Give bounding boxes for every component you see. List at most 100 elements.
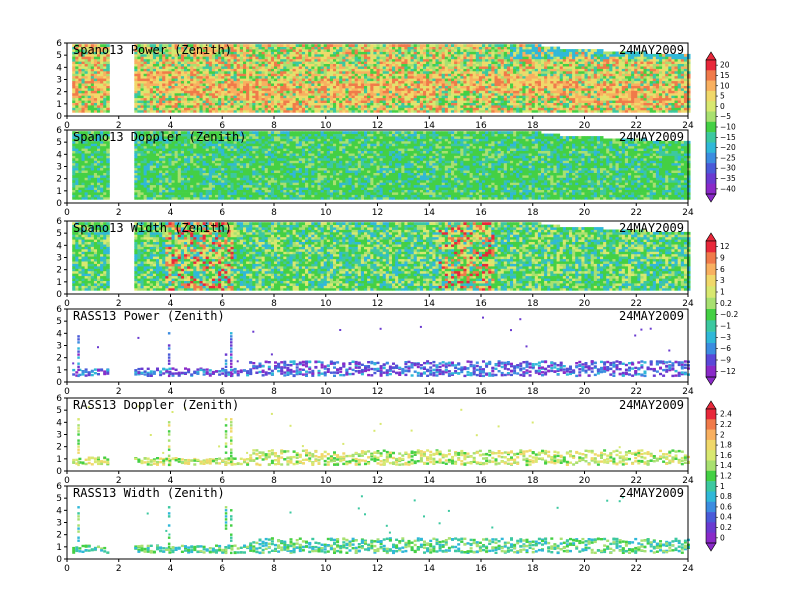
x-tick-label: 20	[579, 208, 591, 218]
heatmap-cells	[72, 222, 691, 291]
x-tick-label: 18	[527, 208, 539, 218]
panel-date: 24MAY2009	[619, 130, 684, 144]
colorbar-segment	[706, 512, 716, 523]
y-tick-label: 0	[56, 199, 62, 209]
colorbar-label: −0.2	[720, 310, 738, 319]
x-tick-label: 18	[527, 476, 539, 486]
colorbar-label: 1.2	[720, 472, 732, 481]
colorbar-label: −30	[720, 164, 736, 173]
colorbar-label: 0.6	[720, 502, 732, 511]
x-tick-label: 8	[271, 564, 277, 574]
colorbar-label: 0	[720, 102, 725, 111]
x-tick-label: 14	[424, 387, 436, 397]
colorbar-segment	[706, 343, 716, 355]
x-tick-label: 8	[271, 387, 277, 397]
x-tick-label: 0	[64, 299, 70, 309]
x-tick-label: 12	[372, 208, 383, 218]
x-tick-label: 10	[320, 476, 332, 486]
y-tick-label: 1	[56, 455, 62, 465]
y-tick-label: 3	[56, 431, 62, 441]
colorbar-label: 6	[720, 265, 725, 274]
x-tick-label: 12	[372, 121, 383, 131]
x-tick-label: 18	[527, 564, 539, 574]
colorbar-top-arrow	[705, 400, 717, 410]
colorbar-bottom-arrow	[705, 542, 717, 552]
colorbar-label: −12	[720, 367, 736, 376]
panel-date: 24MAY2009	[619, 221, 684, 235]
x-tick-label: 16	[475, 121, 487, 131]
y-tick-label: 4	[56, 63, 62, 73]
y-tick-label: 0	[56, 378, 62, 388]
colorbar-segment	[706, 501, 716, 513]
colorbar-label: 20	[720, 61, 730, 70]
panel-title: Spano13 Power (Zenith)	[73, 43, 232, 57]
y-tick-label: 1	[56, 366, 62, 376]
x-tick-label: 20	[579, 387, 591, 397]
colorbar-label: 1	[720, 482, 725, 491]
colorbar-segment	[706, 532, 716, 544]
x-tick-label: 4	[168, 208, 174, 218]
x-tick-label: 8	[271, 299, 277, 309]
x-tick-label: 0	[64, 387, 70, 397]
x-tick-label: 12	[372, 476, 383, 486]
x-tick-label: 0	[64, 476, 70, 486]
x-tick-label: 22	[631, 387, 642, 397]
colorbar-segment	[706, 152, 716, 164]
y-tick-label: 0	[56, 112, 62, 122]
colorbar-segment	[706, 419, 716, 430]
colorbar-segment	[706, 331, 716, 344]
colorbar-bottom-arrow	[705, 193, 717, 203]
colorbar-label: 0.2	[720, 523, 732, 532]
x-tick-label: 22	[631, 208, 642, 218]
x-tick-label: 8	[271, 121, 277, 131]
colorbar-segment	[706, 60, 716, 71]
colorbar-label: 5	[720, 92, 725, 101]
colorbar-label: 2.2	[720, 420, 732, 429]
colorbar-label: −5	[720, 112, 731, 121]
x-tick-label: 16	[475, 387, 487, 397]
colorbar-label: −15	[720, 133, 736, 142]
colorbar-segment	[706, 354, 716, 366]
x-tick-label: 24	[682, 299, 694, 309]
colorbar-label: 2	[720, 430, 725, 439]
colorbar-segment	[706, 522, 716, 533]
colorbar-label: −35	[720, 174, 736, 183]
y-tick-label: 6	[56, 482, 62, 492]
y-tick-label: 6	[56, 126, 62, 136]
x-tick-label: 20	[579, 121, 591, 131]
x-tick-label: 24	[682, 476, 694, 486]
x-tick-label: 2	[116, 387, 122, 397]
heatmap-cells	[72, 495, 690, 555]
colorbar-label: −6	[720, 344, 731, 353]
x-tick-label: 2	[116, 208, 122, 218]
y-tick-label: 6	[56, 39, 62, 49]
panel-date: 24MAY2009	[619, 309, 684, 323]
x-tick-label: 2	[116, 121, 122, 131]
colorbar-label: 15	[720, 71, 730, 80]
x-tick-label: 8	[271, 476, 277, 486]
x-tick-label: 12	[372, 564, 383, 574]
y-tick-label: 6	[56, 217, 62, 227]
colorbar-label: −25	[720, 153, 736, 162]
y-tick-label: 6	[56, 305, 62, 315]
x-tick-label: 24	[682, 387, 694, 397]
colorbar-label: 1.8	[720, 441, 732, 450]
colorbar-label: 12	[720, 242, 730, 251]
y-tick-label: 3	[56, 519, 62, 529]
colorbar-segment	[706, 320, 716, 332]
colorbar-segment	[706, 80, 716, 92]
x-tick-label: 6	[219, 121, 225, 131]
colorbar-label: −3	[720, 333, 731, 342]
x-tick-label: 2	[116, 476, 122, 486]
x-tick-label: 18	[527, 121, 539, 131]
colorbar-segment	[706, 142, 716, 154]
colorbar-label: 1.6	[720, 451, 732, 460]
y-tick-label: 3	[56, 254, 62, 264]
colorbar-label: 9	[720, 254, 725, 263]
x-tick-label: 4	[168, 121, 174, 131]
x-tick-label: 16	[475, 564, 487, 574]
x-tick-label: 6	[219, 564, 225, 574]
colorbar-segment	[706, 365, 716, 378]
